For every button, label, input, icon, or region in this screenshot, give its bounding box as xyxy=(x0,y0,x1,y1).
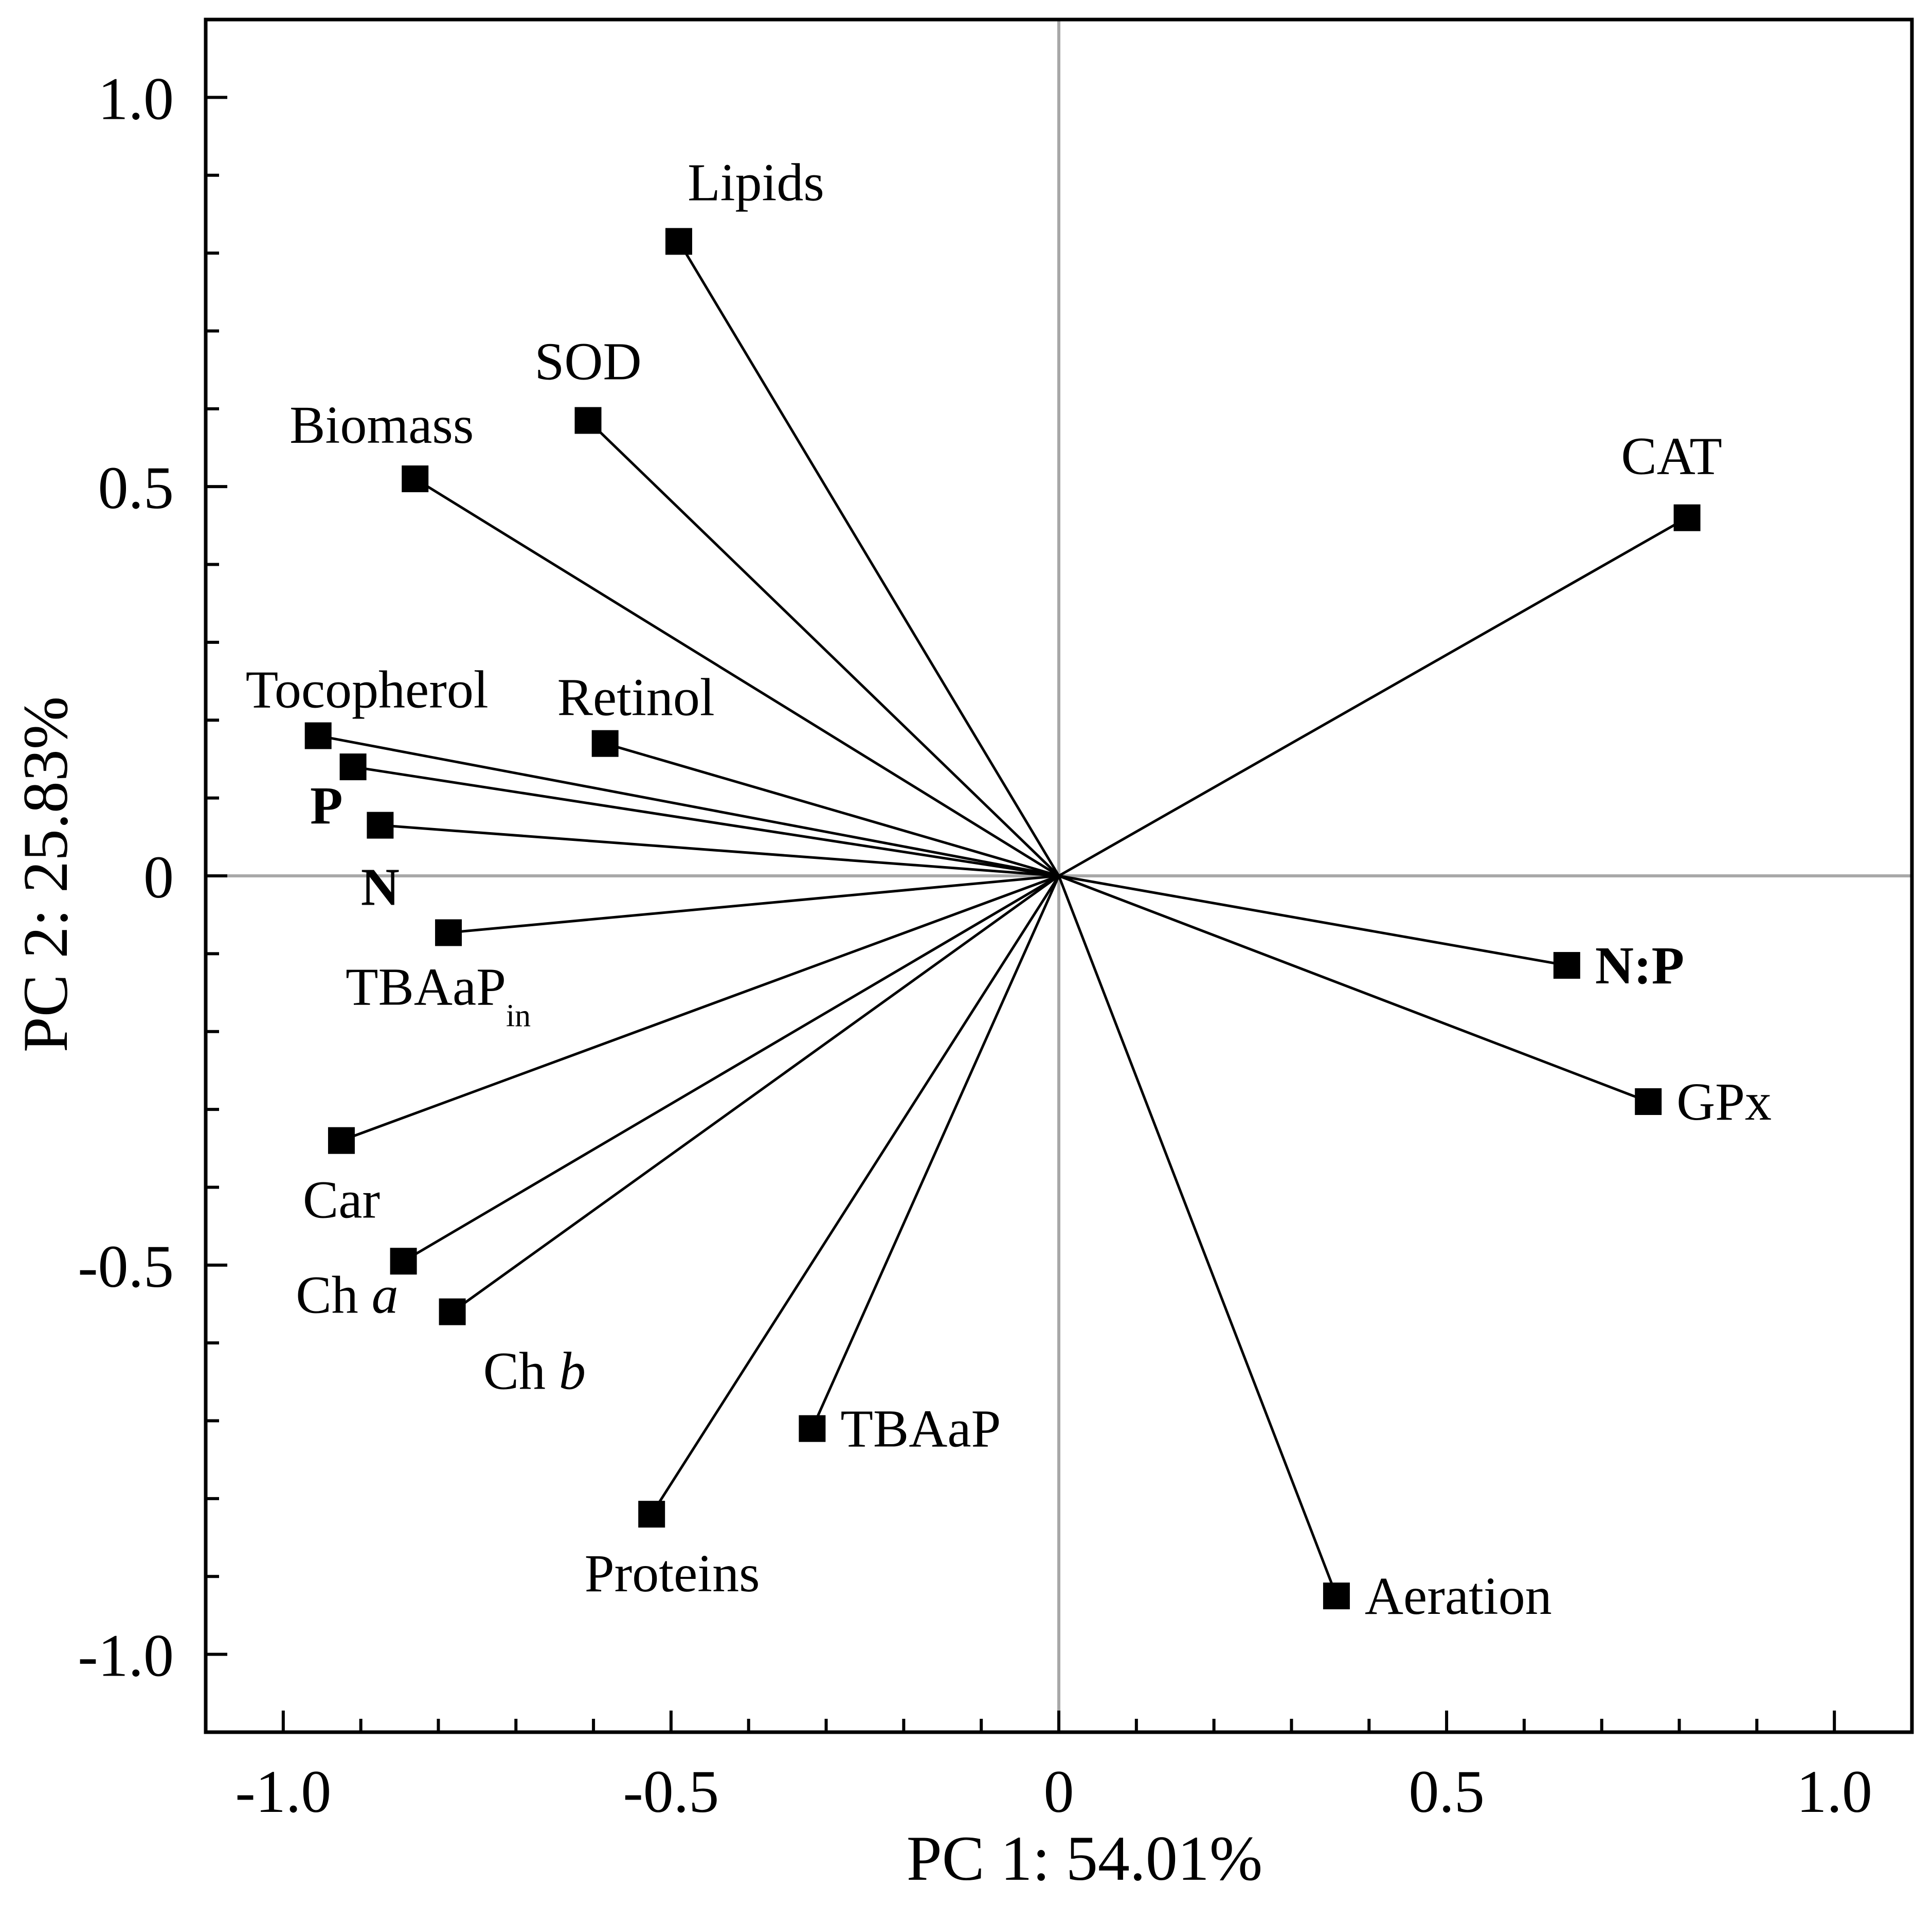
x-tick-label: 0 xyxy=(1044,1758,1074,1825)
label-text-tbaapin: TBAaP xyxy=(346,957,506,1016)
label-text-tocopherol: Tocopherol xyxy=(246,660,489,720)
x-tick-label: -0.5 xyxy=(623,1758,719,1825)
vector-proteins xyxy=(651,875,1060,1515)
marker-tocopherol xyxy=(304,722,332,749)
marker-tbaapin xyxy=(435,919,462,946)
vector-tbaap xyxy=(811,875,1060,1429)
label-text-cha: Ch xyxy=(296,1265,371,1324)
label-text-biomass: Biomass xyxy=(290,395,474,455)
marker-car xyxy=(328,1127,355,1154)
label-chb: Ch b xyxy=(483,1342,586,1401)
y-tick-label: -0.5 xyxy=(78,1233,174,1300)
label-text-sod: SOD xyxy=(535,332,642,391)
label-tbaapin: TBAaPin xyxy=(346,957,531,1033)
label-text-p: P xyxy=(310,776,343,835)
x-axis-title: PC 1: 54.01% xyxy=(907,1823,1262,1894)
label-text-cat: CAT xyxy=(1621,427,1722,486)
vector-sod xyxy=(587,419,1060,877)
marker-retinol xyxy=(591,730,619,757)
marker-tbaap xyxy=(799,1415,826,1442)
marker-np xyxy=(1553,952,1580,979)
vector-chb xyxy=(452,874,1060,1313)
label-text-retinol: Retinol xyxy=(557,668,715,727)
label-cha: Ch a xyxy=(296,1265,398,1324)
label-subscript-tbaapin: in xyxy=(506,998,531,1033)
vector-gpx xyxy=(1058,874,1649,1103)
marker-lipids xyxy=(665,228,692,255)
vector-tocopherol xyxy=(318,734,1059,877)
label-lipids: Lipids xyxy=(688,153,824,212)
label-text-np: N:P xyxy=(1595,936,1684,995)
x-tick-label: -1.0 xyxy=(235,1758,331,1825)
marker-p xyxy=(339,753,367,781)
marker-cat xyxy=(1673,504,1701,531)
vector-cat xyxy=(1058,516,1688,877)
x-tick-label: 0.5 xyxy=(1409,1758,1485,1825)
label-tbaap: TBAaP xyxy=(840,1399,1001,1459)
label-text-gpx: GPx xyxy=(1676,1072,1772,1131)
vector-cha xyxy=(403,874,1060,1263)
marker-gpx xyxy=(1635,1088,1662,1115)
loading-markers xyxy=(304,228,1701,1610)
vector-np xyxy=(1058,874,1567,967)
marker-sod xyxy=(574,407,602,434)
label-p: P xyxy=(310,776,343,835)
vector-retinol xyxy=(605,742,1059,877)
label-text-aeration: Aeration xyxy=(1365,1567,1552,1626)
vector-p xyxy=(353,765,1059,877)
label-text-lipids: Lipids xyxy=(688,153,824,212)
label-n: N xyxy=(361,858,400,917)
vector-aeration xyxy=(1057,875,1338,1597)
label-proteins: Proteins xyxy=(585,1544,760,1603)
x-axis-ticks: -1.0 -0.5 0 0.5 1.0 xyxy=(204,1711,1913,1825)
marker-aeration xyxy=(1323,1583,1350,1610)
label-cat: CAT xyxy=(1621,427,1722,486)
loading-vectors xyxy=(318,241,1688,1597)
marker-biomass xyxy=(402,465,429,493)
vector-lipids xyxy=(677,241,1060,877)
y-tick-label: -1.0 xyxy=(78,1622,174,1689)
label-gpx: GPx xyxy=(1676,1072,1772,1131)
label-tocopherol: Tocopherol xyxy=(246,660,489,720)
x-tick-label: 1.0 xyxy=(1796,1758,1872,1825)
vector-car xyxy=(341,874,1059,1142)
label-retinol: Retinol xyxy=(557,668,715,727)
label-aeration: Aeration xyxy=(1365,1567,1552,1626)
label-text-car: Car xyxy=(303,1171,380,1230)
vector-biomass xyxy=(414,477,1060,877)
loading-labels: Lipids SOD Biomass CAT Tocopherol Retinol PN TB… xyxy=(246,153,1772,1626)
label-sod: SOD xyxy=(535,332,642,391)
y-tick-label: 0 xyxy=(143,843,174,911)
vector-n xyxy=(380,824,1059,877)
label-biomass: Biomass xyxy=(290,395,474,455)
marker-proteins xyxy=(638,1501,665,1528)
marker-n xyxy=(367,812,394,839)
label-italic-cha: a xyxy=(372,1265,399,1324)
vector-tbaapin xyxy=(448,874,1059,934)
y-tick-label: 0.5 xyxy=(98,454,174,522)
y-axis-title: PC 2: 25.83% xyxy=(10,696,81,1052)
label-text-proteins: Proteins xyxy=(585,1544,760,1603)
label-np: N:P xyxy=(1595,936,1684,995)
label-text-n: N xyxy=(361,858,400,917)
label-car: Car xyxy=(303,1171,380,1230)
label-italic-chb: b xyxy=(559,1342,586,1401)
marker-cha xyxy=(390,1248,417,1275)
marker-chb xyxy=(439,1298,466,1325)
label-text-tbaap: TBAaP xyxy=(840,1399,1001,1459)
label-text-chb: Ch xyxy=(483,1342,559,1401)
y-tick-label: 1.0 xyxy=(98,65,174,132)
y-axis-ticks: 1.0 0.5 0 -0.5 -1.0 xyxy=(78,18,227,1734)
